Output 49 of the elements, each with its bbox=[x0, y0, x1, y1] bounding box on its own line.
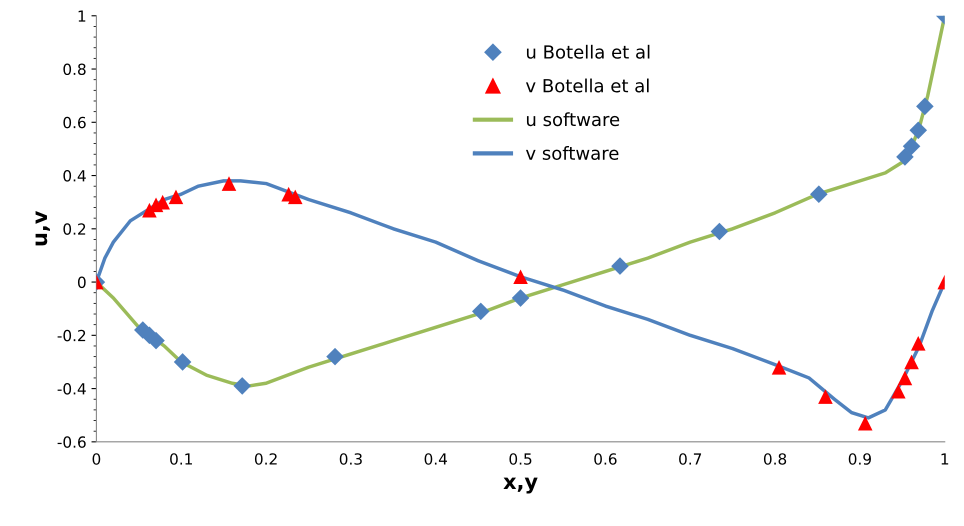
x-tick-label: 0.7 bbox=[679, 453, 702, 465]
point bbox=[818, 389, 833, 404]
point bbox=[222, 176, 236, 191]
y-tick-label: 0.2 bbox=[63, 223, 86, 235]
y-tick-label: -0.4 bbox=[58, 383, 86, 395]
point bbox=[710, 222, 728, 240]
y-tick-label: -0.2 bbox=[58, 330, 86, 342]
y-tick-label: 0.6 bbox=[63, 116, 86, 128]
point bbox=[910, 336, 926, 351]
y-tick-label: 0 bbox=[78, 276, 86, 288]
x-axis-title: x,y bbox=[503, 478, 538, 494]
point bbox=[891, 384, 906, 399]
point bbox=[904, 354, 919, 370]
point bbox=[916, 98, 934, 116]
point bbox=[174, 353, 192, 371]
y-tick-label: 0.4 bbox=[63, 170, 86, 182]
x-tick-label: 0.1 bbox=[170, 453, 192, 465]
point bbox=[810, 185, 828, 203]
legend-label: v software bbox=[526, 146, 618, 160]
point bbox=[513, 269, 528, 284]
y-tick-label: 0.8 bbox=[63, 64, 86, 76]
x-tick-label: 1 bbox=[942, 453, 948, 465]
legend-label: u Botella et al bbox=[526, 44, 650, 59]
point bbox=[896, 148, 914, 166]
x-tick-label: 0.9 bbox=[848, 453, 871, 465]
point bbox=[909, 122, 928, 140]
point bbox=[611, 257, 629, 275]
y-axis-title: u,v bbox=[36, 210, 50, 246]
legend-label: v Botella et al bbox=[526, 78, 649, 93]
x-tick-label: 0.4 bbox=[424, 453, 448, 465]
y-tick-label: 1 bbox=[78, 10, 86, 22]
legend-label: u software bbox=[526, 112, 620, 126]
x-tick-label: 0.8 bbox=[764, 453, 786, 465]
point bbox=[326, 348, 344, 366]
x-tick-label: 0.6 bbox=[594, 453, 617, 465]
x-tick-label: 0 bbox=[92, 453, 100, 465]
x-tick-label: 0.3 bbox=[340, 453, 362, 465]
x-tick-label: 0.2 bbox=[254, 453, 277, 465]
point bbox=[168, 190, 184, 204]
point bbox=[858, 416, 873, 430]
point bbox=[512, 289, 530, 307]
point bbox=[772, 360, 786, 375]
y-tick-label: -0.6 bbox=[58, 436, 86, 448]
point bbox=[472, 302, 490, 320]
point bbox=[233, 377, 252, 395]
point bbox=[898, 370, 912, 386]
point bbox=[288, 190, 303, 204]
x-tick-label: 0.5 bbox=[509, 453, 532, 465]
point bbox=[902, 137, 920, 156]
